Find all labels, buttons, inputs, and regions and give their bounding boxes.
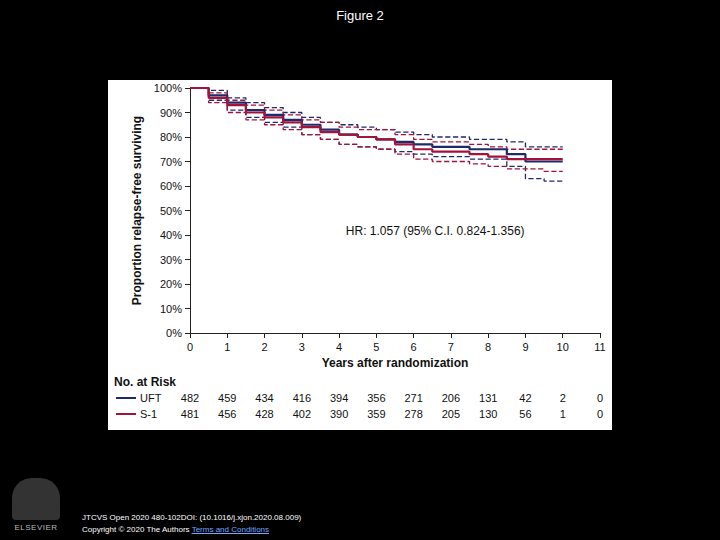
svg-text:434: 434 [255,392,273,404]
svg-text:S-1: S-1 [140,408,157,420]
html-text:Copyright © 2020 The Authors T: Copyright © 2020 The Authors Terms and C… [82,525,269,534]
svg-text:8: 8 [485,341,491,353]
svg-text:40%: 40% [160,229,182,241]
svg-text:56: 56 [519,408,531,420]
svg-text:271: 271 [404,392,422,404]
html-text:Figure 2: Figure 2 [336,8,384,23]
svg-text:5: 5 [373,341,379,353]
svg-text:481: 481 [181,408,199,420]
svg-text:482: 482 [181,392,199,404]
svg-text:20%: 20% [160,278,182,290]
svg-text:7: 7 [448,341,454,353]
svg-text:80%: 80% [160,131,182,143]
svg-text:60%: 60% [160,180,182,192]
svg-text:Years after randomization: Years after randomization [322,356,469,370]
svg-text:278: 278 [404,408,422,420]
svg-text:11: 11 [594,341,605,353]
svg-text:10: 10 [557,341,569,353]
svg-text:1: 1 [224,341,230,353]
svg-text:130: 130 [479,408,497,420]
svg-text:205: 205 [442,408,460,420]
svg-text:356: 356 [367,392,385,404]
svg-text:402: 402 [293,408,311,420]
html-text:ELSEVIER: ELSEVIER [14,523,58,532]
svg-text:100%: 100% [154,82,182,94]
svg-text:9: 9 [522,341,528,353]
svg-text:Proportion relapse-free surviv: Proportion relapse-free surviving [130,116,144,305]
svg-text:UFT: UFT [140,392,162,404]
svg-text:50%: 50% [160,205,182,217]
svg-text:No. at Risk: No. at Risk [114,375,176,389]
svg-text:0: 0 [187,341,193,353]
svg-text:70%: 70% [160,156,182,168]
svg-text:459: 459 [218,392,236,404]
svg-text:10%: 10% [160,303,182,315]
svg-text:394: 394 [330,392,348,404]
html-text:JTCVS Open 2020 480-102DOI: (1: JTCVS Open 2020 480-102DOI: (10.1016/j.x… [82,513,302,522]
svg-text:2: 2 [261,341,267,353]
svg-text:42: 42 [519,392,531,404]
svg-text:90%: 90% [160,107,182,119]
svg-text:HR: 1.057 (95% C.I. 0.824-1.35: HR: 1.057 (95% C.I. 0.824-1.356) [346,224,525,238]
svg-text:0%: 0% [166,327,182,339]
svg-text:390: 390 [330,408,348,420]
svg-text:0: 0 [597,392,603,404]
svg-text:4: 4 [336,341,342,353]
svg-text:428: 428 [255,408,273,420]
svg-text:359: 359 [367,408,385,420]
svg-text:30%: 30% [160,254,182,266]
svg-text:456: 456 [218,408,236,420]
svg-text:416: 416 [293,392,311,404]
svg-text:1: 1 [560,408,566,420]
svg-text:3: 3 [299,341,305,353]
svg-text:206: 206 [442,392,460,404]
svg-text:2: 2 [560,392,566,404]
svg-text:6: 6 [411,341,417,353]
svg-text:0: 0 [597,408,603,420]
svg-text:131: 131 [479,392,497,404]
